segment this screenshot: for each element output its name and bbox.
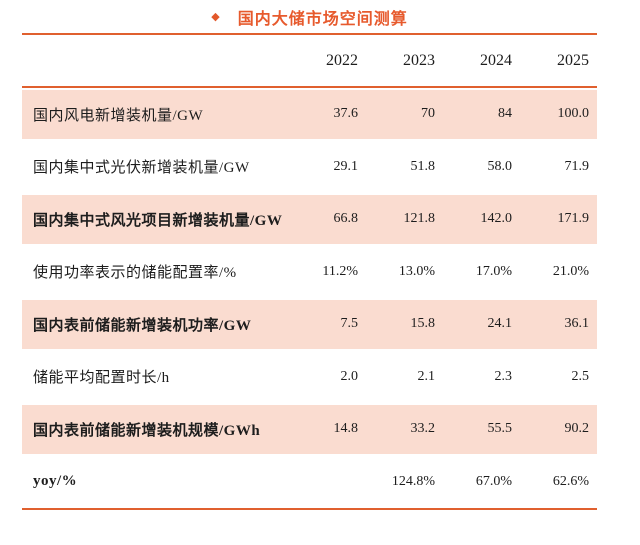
table-header-row: 2022 2023 2024 2025 xyxy=(22,35,597,86)
row-label: 国内集中式风光项目新增装机量/GW xyxy=(33,212,283,229)
row-value: 11.2% xyxy=(322,263,358,279)
bottom-divider-line xyxy=(22,508,597,510)
header-divider-line xyxy=(22,86,597,88)
table-body: 国内风电新增装机量/GW 37.6 70 84 100.0 国内集中式光伏新增装… xyxy=(22,88,597,508)
diamond-bullet-icon: ◆ xyxy=(211,11,220,23)
section-title: ◆ 国内大储市场空间测算 xyxy=(22,0,597,33)
table-row: 储能平均配置时长/h 2.0 2.1 2.3 2.5 xyxy=(22,351,597,404)
row-value: 58.0 xyxy=(487,158,513,174)
row-value: 15.8 xyxy=(410,316,436,332)
row-label: 国内表前储能新增装机规模/GWh xyxy=(33,422,261,439)
row-value: 142.0 xyxy=(480,211,513,227)
row-value: 29.1 xyxy=(333,158,359,174)
row-value: 62.6% xyxy=(552,473,589,489)
table-row: 国内表前储能新增装机规模/GWh 14.8 33.2 55.5 90.2 xyxy=(22,403,597,456)
year-header: 2025 xyxy=(557,51,589,69)
row-value: 36.1 xyxy=(564,316,590,332)
row-value: 67.0% xyxy=(475,473,512,489)
title-divider-line xyxy=(22,33,597,35)
row-value: 171.9 xyxy=(557,211,590,227)
row-value: 2.5 xyxy=(571,368,590,384)
row-label: 使用功率表示的储能配置率/% xyxy=(33,265,237,282)
row-value: 70 xyxy=(421,106,435,122)
row-value: 2.1 xyxy=(417,368,436,384)
row-value: 51.8 xyxy=(410,158,436,174)
row-value: 71.9 xyxy=(564,158,590,174)
table-row: 国内集中式风光项目新增装机量/GW 66.8 121.8 142.0 171.9 xyxy=(22,193,597,246)
row-label: 国内表前储能新增装机功率/GW xyxy=(33,317,252,334)
table-row: 国内集中式光伏新增装机量/GW 29.1 51.8 58.0 71.9 xyxy=(22,141,597,194)
section-title-text: 国内大储市场空间测算 xyxy=(237,10,408,28)
row-value: 7.5 xyxy=(340,316,359,332)
table-row: yoy/% 124.8% 67.0% 62.6% xyxy=(22,456,597,509)
row-value: 17.0% xyxy=(475,263,512,279)
row-label: 国内风电新增装机量/GW xyxy=(33,107,204,124)
year-header: 2024 xyxy=(480,51,512,69)
row-value: 90.2 xyxy=(564,421,590,437)
row-value: 13.0% xyxy=(398,263,435,279)
row-value: 37.6 xyxy=(333,106,359,122)
row-value: 33.2 xyxy=(410,421,436,437)
table-row: 使用功率表示的储能配置率/% 11.2% 13.0% 17.0% 21.0% xyxy=(22,246,597,299)
year-header: 2022 xyxy=(326,51,358,69)
row-label: 储能平均配置时长/h xyxy=(33,370,170,387)
row-value: 100.0 xyxy=(557,106,590,122)
table-content: ◆ 国内大储市场空间测算 2022 2023 2024 2025 国内风电新增装… xyxy=(22,0,597,510)
row-value: 14.8 xyxy=(333,421,359,437)
table-row: 国内表前储能新增装机功率/GW 7.5 15.8 24.1 36.1 xyxy=(22,298,597,351)
row-value: 2.0 xyxy=(340,368,359,384)
row-value: 24.1 xyxy=(487,316,513,332)
row-value: 121.8 xyxy=(403,211,436,227)
table-row: 国内风电新增装机量/GW 37.6 70 84 100.0 xyxy=(22,88,597,141)
row-value: 21.0% xyxy=(552,263,589,279)
row-value: 84 xyxy=(498,106,512,122)
row-value: 124.8% xyxy=(391,473,435,489)
row-value: 66.8 xyxy=(333,211,359,227)
year-header: 2023 xyxy=(403,51,435,69)
row-value: 55.5 xyxy=(487,421,513,437)
row-value: 2.3 xyxy=(494,368,513,384)
row-label: yoy/% xyxy=(33,473,78,490)
row-label: 国内集中式光伏新增装机量/GW xyxy=(33,160,250,177)
